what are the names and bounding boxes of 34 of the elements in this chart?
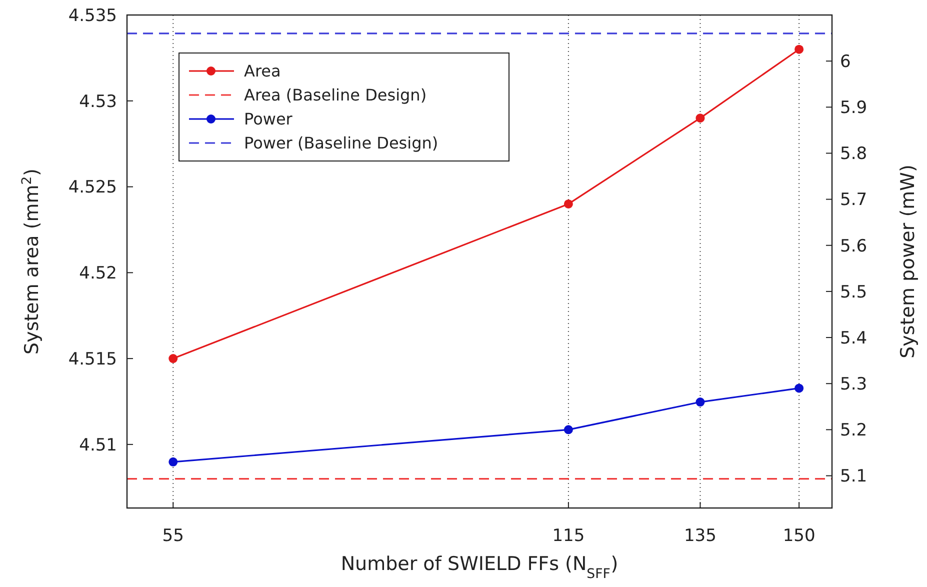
x-tick-label: 150 xyxy=(782,526,816,546)
point xyxy=(794,44,804,54)
y-tick-label: 4.525 xyxy=(68,178,117,198)
point xyxy=(696,398,705,407)
y2-tick-label: 5.5 xyxy=(840,282,868,302)
x-tick-label: 55 xyxy=(162,526,184,546)
y2-tick-label: 5.7 xyxy=(840,190,868,210)
point xyxy=(168,354,178,364)
point xyxy=(564,425,573,434)
y2-tick-label: 5.8 xyxy=(840,144,868,164)
x-axis-title: Number of SWIELD FFs (N$_{SFF}$) xyxy=(340,553,618,582)
point xyxy=(564,199,573,208)
y2-tick-label: 5.2 xyxy=(840,420,868,441)
legend-label: Power xyxy=(244,110,293,129)
y-tick-label: 4.51 xyxy=(79,435,117,456)
point xyxy=(168,457,178,466)
y2-tick-label: 6 xyxy=(840,52,851,72)
point xyxy=(696,114,705,123)
y2-tick-label: 5.1 xyxy=(840,466,868,487)
x-tick-label: 115 xyxy=(552,526,585,546)
y-tick-label: 4.53 xyxy=(79,92,117,112)
legend-label: Area (Baseline Design) xyxy=(244,86,427,105)
y2-tick-label: 5.6 xyxy=(840,236,868,256)
legend-label: Power (Baseline Design) xyxy=(244,134,438,153)
y2-tick-label: 5.3 xyxy=(840,374,868,395)
y-tick-label: 4.515 xyxy=(68,350,117,370)
x-tick-label: 135 xyxy=(684,526,716,546)
legend-label: Area xyxy=(244,62,281,81)
y2-tick-label: 5.9 xyxy=(840,98,868,118)
y-tick-label: 4.52 xyxy=(79,264,117,284)
y2-tick-label: 5.4 xyxy=(840,328,868,348)
point xyxy=(794,384,804,393)
y-tick-label: 4.535 xyxy=(68,6,117,26)
y2-axis-title: System power (mW) xyxy=(897,164,919,358)
